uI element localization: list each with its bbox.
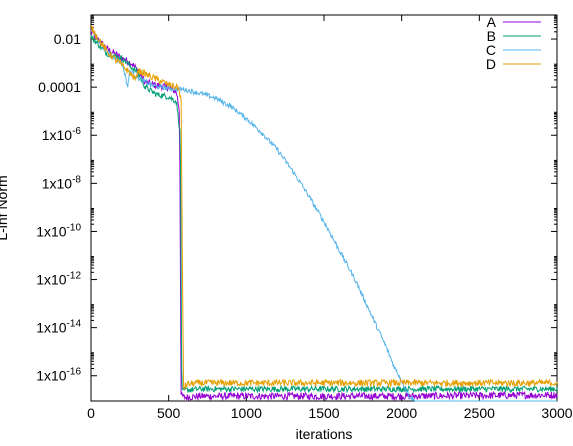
x-tick-label: 0 bbox=[87, 405, 95, 421]
y-tick-label: 1x10-10 bbox=[36, 222, 81, 239]
x-tick-label: 2000 bbox=[386, 405, 417, 421]
x-tick-label: 1500 bbox=[308, 405, 339, 421]
series-line-c bbox=[90, 27, 557, 402]
x-tick-label: 2500 bbox=[464, 405, 495, 421]
y-tick-label: 0.01 bbox=[54, 31, 81, 47]
x-axis-label: iterations bbox=[296, 426, 353, 442]
y-tick-base: 1x10 bbox=[36, 223, 67, 239]
series-line-d bbox=[90, 24, 558, 390]
x-tick-label: 500 bbox=[157, 405, 181, 421]
legend-label-b: B bbox=[487, 28, 496, 44]
legend-label-d: D bbox=[486, 56, 496, 72]
y-tick-exponent: -10 bbox=[67, 222, 82, 233]
y-tick-label: 1x10-14 bbox=[36, 319, 81, 336]
y-tick-exponent: -16 bbox=[67, 367, 82, 378]
x-tick-label: 1000 bbox=[231, 405, 262, 421]
y-tick-exponent: -12 bbox=[67, 271, 82, 282]
series-line-b bbox=[90, 34, 558, 394]
legend-label-a: A bbox=[487, 14, 497, 30]
y-tick-label: 1x10-6 bbox=[42, 126, 82, 143]
y-tick-base: 1x10 bbox=[36, 272, 67, 288]
series-lines bbox=[90, 24, 558, 402]
legend-label-c: C bbox=[486, 42, 496, 58]
y-axis-label: L-inf Norm bbox=[0, 175, 10, 240]
y-tick-label: 1x10-16 bbox=[36, 367, 81, 384]
y-tick-label: 1x10-12 bbox=[36, 271, 81, 288]
y-tick-label: 0.0001 bbox=[38, 79, 81, 95]
y-tick-base: 1x10 bbox=[36, 320, 67, 336]
y-tick-base: 1x10 bbox=[42, 175, 73, 191]
y-tick-exponent: -14 bbox=[67, 319, 82, 330]
x-tick-label: 3000 bbox=[541, 405, 572, 421]
y-tick-base: 1x10 bbox=[36, 368, 67, 384]
y-tick-exponent: -6 bbox=[72, 126, 81, 137]
y-tick-exponent: -8 bbox=[72, 174, 81, 185]
axis-ticks: 0 500 1000 1500 2000 2500 30000.010.00011x10-6… bbox=[36, 15, 573, 421]
y-tick-label: 1x10-8 bbox=[42, 174, 82, 191]
plot-frame bbox=[90, 14, 558, 402]
y-tick-base: 1x10 bbox=[42, 127, 73, 143]
